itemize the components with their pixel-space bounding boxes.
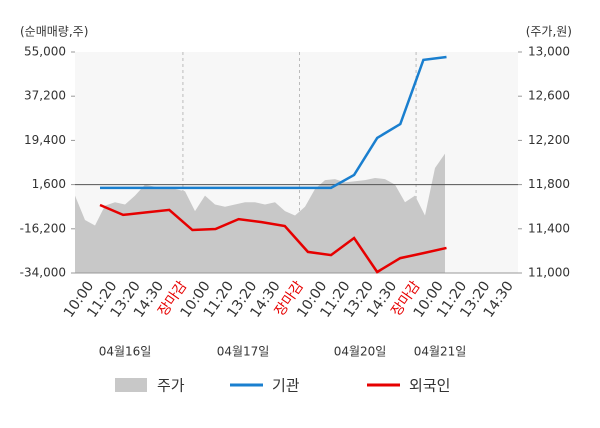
legend-label: 주가 [157, 377, 185, 395]
y-tick-label: 37,200 [24, 89, 66, 103]
date-label: 04월20일 [334, 345, 387, 359]
y2-tick-label: 11,400 [528, 221, 570, 235]
y-tick-label: 1,600 [32, 177, 66, 191]
y2-tick-label: 13,000 [528, 45, 570, 59]
legend-label: 기관 [272, 377, 300, 395]
y2-tick-label: 12,600 [528, 89, 570, 103]
legend-label: 외국인 [409, 377, 450, 395]
y-tick-label: 19,400 [24, 133, 66, 147]
y-tick-label: -34,000 [20, 266, 66, 280]
date-label: 04월17일 [217, 345, 270, 359]
date-label: 04월21일 [414, 345, 467, 359]
series-line [99, 203, 447, 274]
y2-tick-label: 11,000 [528, 266, 570, 280]
y2-tick-label: 11,800 [528, 177, 570, 191]
y-axis-title: (순매매량,주) [20, 25, 88, 39]
price-area [75, 153, 445, 273]
date-label: 04월16일 [99, 345, 152, 359]
legend-swatch [115, 378, 147, 392]
y2-axis-title: (주가,원) [526, 25, 572, 39]
y-tick-label: -16,200 [20, 221, 66, 235]
y2-tick-label: 12,200 [528, 133, 570, 147]
y-tick-label: 55,000 [24, 45, 66, 59]
series-line [100, 55, 447, 190]
